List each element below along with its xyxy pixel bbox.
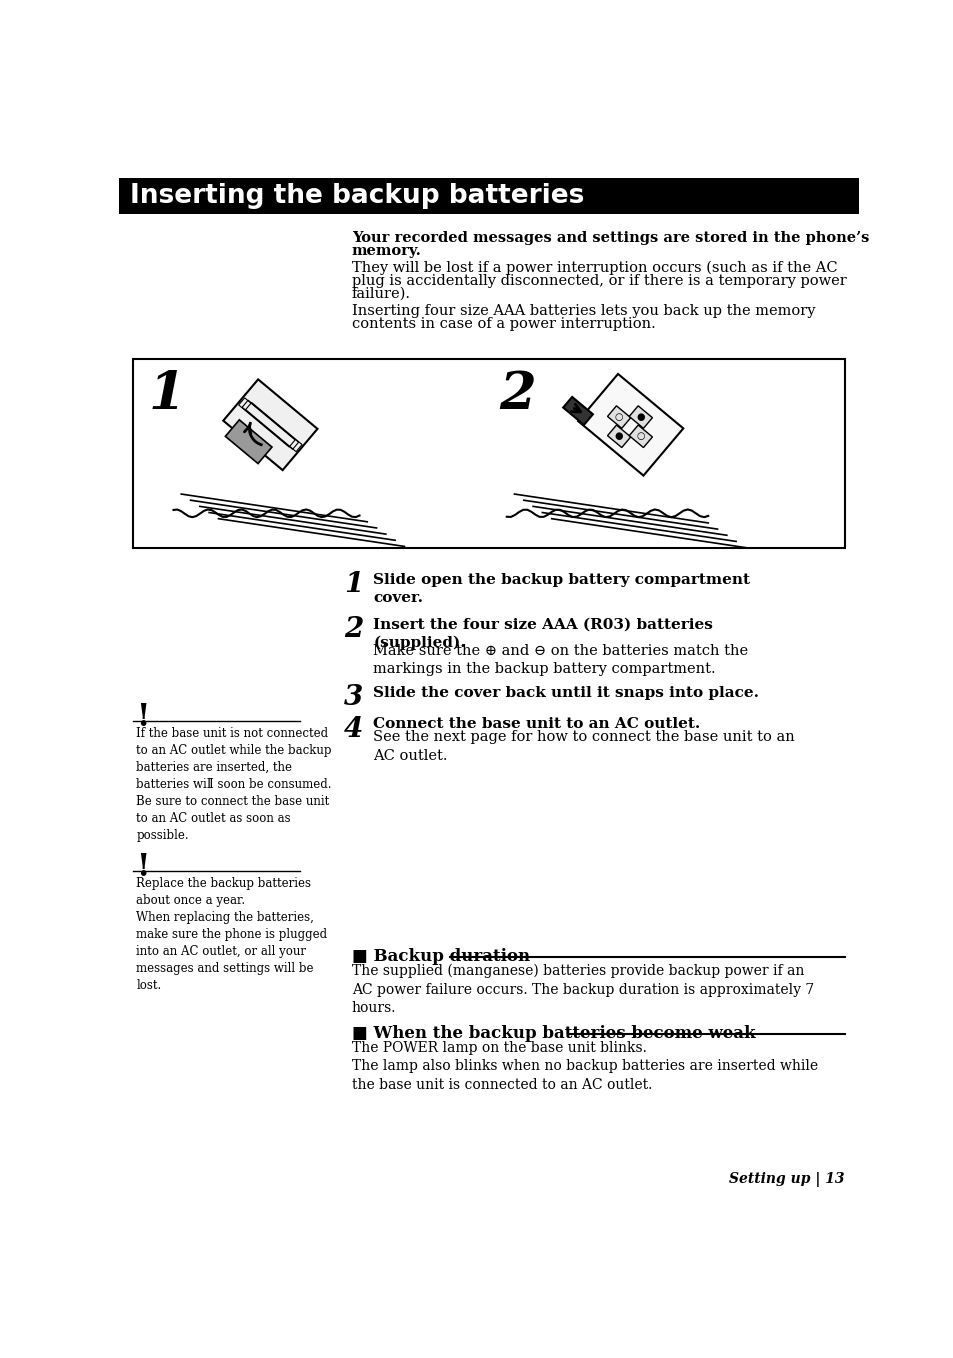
Text: The supplied (manganese) batteries provide backup power if an
AC power failure o: The supplied (manganese) batteries provi…: [352, 964, 813, 1014]
Text: memory.: memory.: [352, 244, 421, 258]
Text: 4: 4: [344, 716, 363, 743]
Bar: [119, 178, 858, 213]
Text: Connect the base unit to an AC outlet.: Connect the base unit to an AC outlet.: [373, 717, 700, 732]
Text: 1: 1: [344, 572, 363, 598]
Text: ■ Backup duration: ■ Backup duration: [352, 948, 529, 966]
Text: ○: ○: [615, 411, 622, 422]
Polygon shape: [225, 420, 272, 463]
Polygon shape: [629, 406, 652, 428]
Polygon shape: [629, 425, 652, 448]
Text: failure).: failure).: [352, 287, 411, 301]
Text: Replace the backup batteries
about once a year.
When replacing the batteries,
ma: Replace the backup batteries about once …: [136, 877, 327, 991]
Text: See the next page for how to connect the base unit to an
AC outlet.: See the next page for how to connect the…: [373, 731, 795, 763]
Text: !: !: [136, 851, 150, 883]
Text: Setting up | 13: Setting up | 13: [728, 1172, 843, 1187]
Text: Inserting four size AAA batteries lets you back up the memory: Inserting four size AAA batteries lets y…: [352, 304, 815, 318]
Text: If the base unit is not connected
to an AC outlet while the backup
batteries are: If the base unit is not connected to an …: [136, 727, 332, 842]
Text: 2: 2: [498, 368, 536, 420]
Text: 2: 2: [344, 615, 363, 642]
Text: ○: ○: [636, 432, 644, 441]
Text: !: !: [136, 702, 150, 733]
Polygon shape: [607, 425, 630, 448]
Text: Insert the four size AAA (R03) batteries
(supplied).: Insert the four size AAA (R03) batteries…: [373, 618, 713, 650]
Polygon shape: [607, 406, 630, 428]
Polygon shape: [562, 397, 593, 425]
Text: ●: ●: [636, 411, 644, 422]
Text: plug is accidentally disconnected, or if there is a temporary power: plug is accidentally disconnected, or if…: [352, 274, 845, 288]
Text: ●: ●: [615, 432, 622, 441]
Text: They will be lost if a power interruption occurs (such as if the AC: They will be lost if a power interruptio…: [352, 261, 837, 276]
Bar: [133, 360, 843, 549]
Text: Slide open the backup battery compartment
cover.: Slide open the backup battery compartmen…: [373, 573, 750, 606]
Text: Make sure the ⊕ and ⊖ on the batteries match the
markings in the backup battery : Make sure the ⊕ and ⊖ on the batteries m…: [373, 644, 748, 676]
Text: The POWER lamp on the base unit blinks.
The lamp also blinks when no backup batt: The POWER lamp on the base unit blinks. …: [352, 1040, 817, 1092]
Text: Your recorded messages and settings are stored in the phone’s: Your recorded messages and settings are …: [352, 231, 868, 244]
Polygon shape: [223, 379, 317, 470]
Text: Slide the cover back until it snaps into place.: Slide the cover back until it snaps into…: [373, 686, 759, 699]
Text: 3: 3: [344, 684, 363, 712]
Polygon shape: [578, 373, 682, 475]
Text: Inserting the backup batteries: Inserting the backup batteries: [130, 183, 584, 209]
Text: ■ When the backup batteries become weak: ■ When the backup batteries become weak: [352, 1025, 755, 1043]
Text: 1: 1: [149, 368, 185, 420]
Text: contents in case of a power interruption.: contents in case of a power interruption…: [352, 316, 655, 331]
